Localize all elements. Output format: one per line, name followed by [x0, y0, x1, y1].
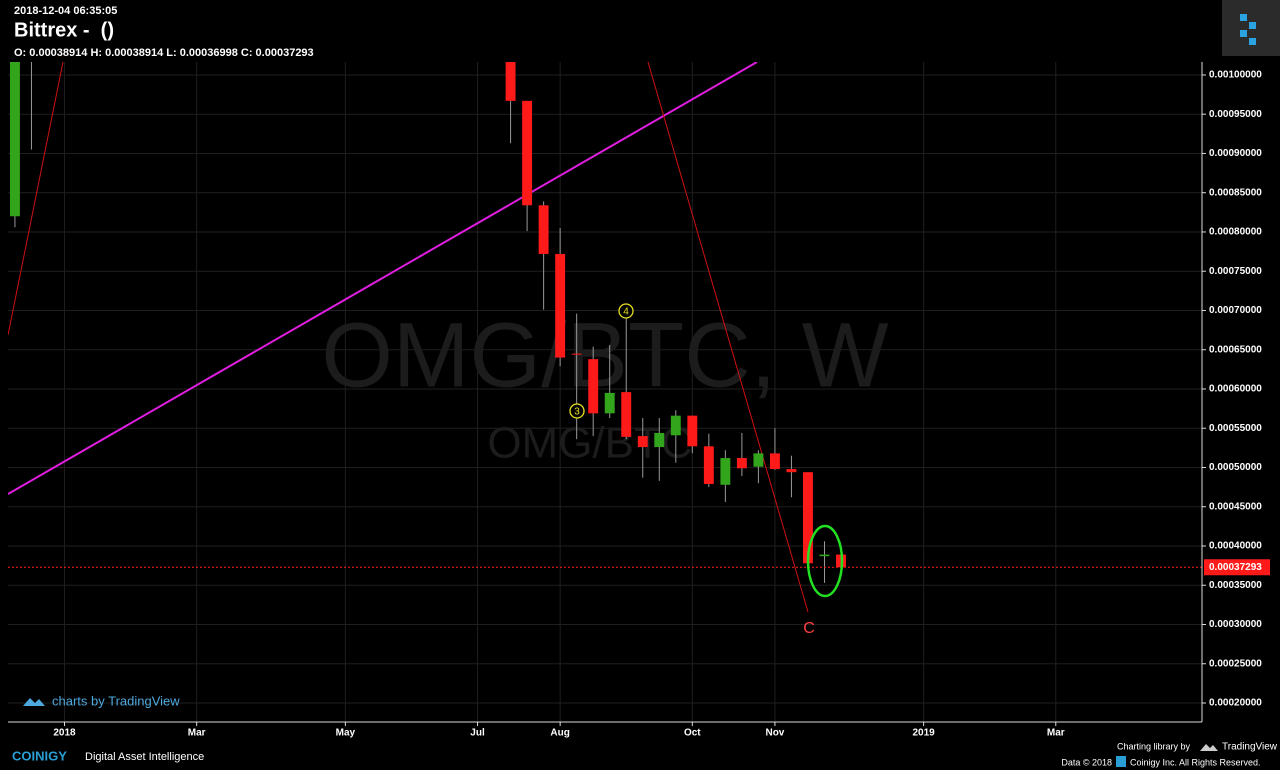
candle-body [621, 392, 632, 437]
y-tick-label: 0.00095000 [1209, 109, 1262, 120]
y-tick-label: 0.00060000 [1209, 384, 1262, 395]
candle-body [703, 446, 714, 484]
wave-label: 4 [623, 307, 629, 318]
x-tick-label: Oct [684, 728, 701, 739]
candle-body [670, 415, 681, 436]
wave-marker [569, 403, 585, 419]
y-tick-label: 0.00045000 [1209, 501, 1262, 512]
ohlc-readout: O: 0.00038914 H: 0.00038914 L: 0.0003699… [14, 47, 314, 59]
candle-body [604, 392, 615, 414]
y-tick-label: 0.00070000 [1209, 305, 1262, 316]
candle-body [736, 458, 747, 469]
x-tick-label: May [336, 728, 356, 739]
data-credit: Data © 2018 [1061, 757, 1112, 767]
tv-icon [23, 698, 45, 706]
tv-badge[interactable]: charts by TradingView [52, 693, 180, 708]
grid [8, 62, 1202, 722]
symbol-title: Bittrex - () [14, 19, 114, 41]
candle-body [637, 436, 648, 448]
wave-label: C [803, 620, 815, 637]
wave-marker [618, 303, 634, 319]
y-tick-label: 0.00040000 [1209, 541, 1262, 552]
y-tick-label: 0.00065000 [1209, 344, 1262, 355]
logo [1222, 0, 1280, 56]
last-price-box [1204, 559, 1270, 576]
candle-body [555, 253, 566, 358]
trend-line [8, 62, 758, 495]
candle-body [9, 62, 20, 217]
library-credit: Charting library by [1117, 741, 1191, 751]
candle-body [687, 415, 698, 447]
tv-icon [1200, 744, 1218, 751]
x-tick-label: 2019 [912, 728, 935, 739]
candle-body [522, 100, 533, 206]
y-tick-label: 0.00020000 [1209, 698, 1262, 709]
x-tick-label: 2018 [53, 728, 76, 739]
tagline: Digital Asset Intelligence [85, 751, 204, 763]
x-tick-label: Nov [765, 728, 784, 739]
x-tick-label: Mar [188, 728, 206, 739]
candle-body [819, 554, 830, 557]
drawings [8, 62, 809, 613]
x-tick-label: Aug [550, 728, 569, 739]
y-tick-label: 0.00090000 [1209, 148, 1262, 159]
timestamp: 2018-12-04 06:35:05 [14, 5, 117, 17]
candle-body [803, 472, 813, 564]
candle-body [571, 353, 582, 355]
candle-body [538, 205, 549, 254]
coinigy-icon [1116, 756, 1126, 767]
library-name[interactable]: TradingView [1222, 742, 1278, 753]
y-tick-label: 0.00030000 [1209, 619, 1262, 630]
x-tick-label: Jul [470, 728, 485, 739]
axes: 0.00020000 0.00025000 0.00030000 0.00035000… [53, 70, 1270, 739]
candle-body [720, 458, 731, 485]
last-price-label: 0.00037293 [1209, 562, 1262, 573]
trend-line [647, 62, 809, 613]
y-tick-label: 0.00025000 [1209, 658, 1262, 669]
y-tick-label: 0.00035000 [1209, 580, 1262, 591]
y-tick-label: 0.00085000 [1209, 187, 1262, 198]
candle-body [786, 469, 797, 473]
trend-line [8, 62, 64, 336]
y-tick-label: 0.00100000 [1209, 70, 1262, 81]
candle-body [654, 432, 665, 448]
y-tick-label: 0.00075000 [1209, 266, 1262, 277]
candle-body [769, 453, 780, 470]
candle-body [588, 359, 599, 414]
rights: Coinigy Inc. All Rights Reserved. [1130, 757, 1261, 767]
wave-label: 3 [574, 407, 580, 418]
watermark: OMG/BTC, W [321, 304, 888, 406]
y-tick-label: 0.00050000 [1209, 462, 1262, 473]
candle-body [753, 453, 764, 467]
y-tick-label: 0.00055000 [1209, 423, 1262, 434]
candles [8, 62, 1202, 583]
x-tick-label: Mar [1047, 728, 1065, 739]
highlight-ellipse [806, 524, 844, 598]
candle-body [505, 62, 516, 101]
brand[interactable]: COINIGY [12, 748, 67, 763]
y-tick-label: 0.00080000 [1209, 227, 1262, 238]
